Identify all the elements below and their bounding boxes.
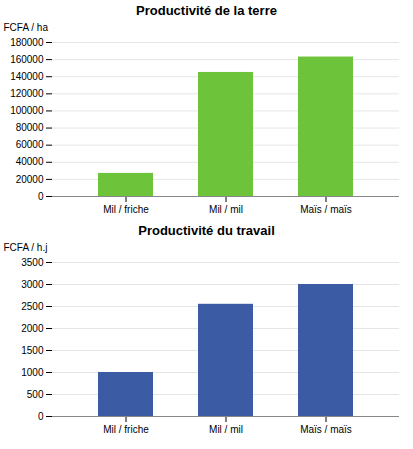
- svg-text:500: 500: [27, 389, 44, 400]
- html-text:Productivité du travail: Productivité du travail: [138, 223, 275, 238]
- svg-text:3500: 3500: [21, 257, 44, 268]
- svg-text:2500: 2500: [21, 301, 44, 312]
- svg-text:Mil / mil: Mil / mil: [209, 424, 243, 435]
- svg-text:160000: 160000: [10, 54, 44, 65]
- svg-text:Mil / mil: Mil / mil: [209, 204, 243, 215]
- svg-text:80000: 80000: [16, 122, 44, 133]
- svg-text:20000: 20000: [16, 174, 44, 185]
- svg-text:1500: 1500: [21, 345, 44, 356]
- svg-text:2000: 2000: [21, 323, 44, 334]
- svg-text:140000: 140000: [10, 71, 44, 82]
- svg-text:0: 0: [38, 411, 44, 422]
- svg-text:1000: 1000: [21, 367, 44, 378]
- svg-text:Maïs / maïs: Maïs / maïs: [300, 424, 352, 435]
- svg-text:FCFA / ha: FCFA / ha: [4, 22, 49, 33]
- svg-text:Mil / friche: Mil / friche: [103, 424, 149, 435]
- svg-text:Mil / friche: Mil / friche: [103, 204, 149, 215]
- svg-text:Maïs / maïs: Maïs / maïs: [300, 204, 352, 215]
- svg-text:3000: 3000: [21, 279, 44, 290]
- html-text:Productivité de la terre: Productivité de la terre: [136, 3, 277, 18]
- svg-text:120000: 120000: [10, 88, 44, 99]
- svg-text:0: 0: [38, 191, 44, 202]
- svg-text:180000: 180000: [10, 37, 44, 48]
- svg-text:40000: 40000: [16, 156, 44, 167]
- svg-text:100000: 100000: [10, 105, 44, 116]
- svg-text:60000: 60000: [16, 139, 44, 150]
- svg-text:FCFA / h.j: FCFA / h.j: [4, 242, 48, 253]
